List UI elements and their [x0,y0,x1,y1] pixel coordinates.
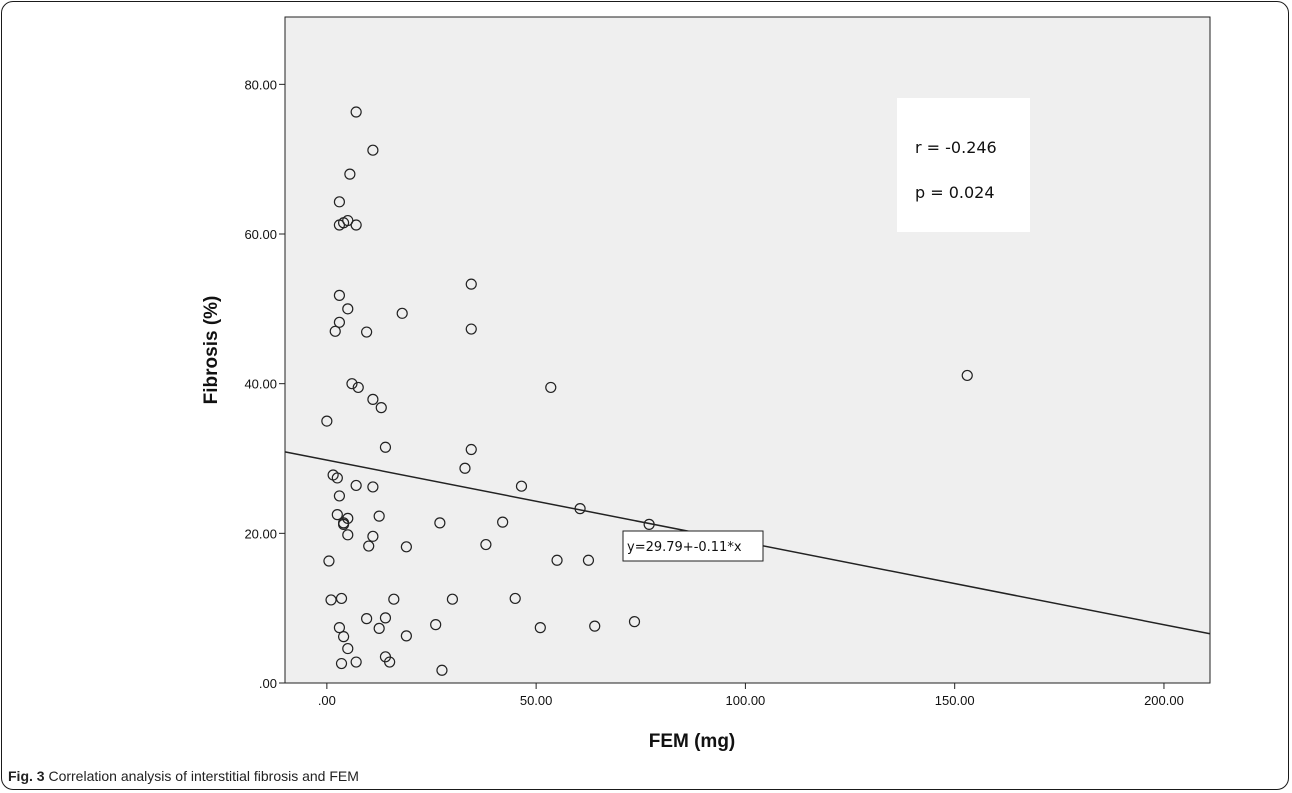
data-point [346,378,358,390]
data-point [333,622,346,634]
data-point [325,594,337,606]
data-point [361,613,373,625]
r-value: r = -0.246 [915,138,997,157]
data-point [342,303,354,315]
data-point [323,555,335,567]
data-points [321,106,973,676]
data-point [446,593,459,605]
data-point [321,415,333,427]
y-tick-label: 20.00 [244,526,277,541]
data-point [515,480,528,492]
data-point [335,657,348,670]
data-point [388,593,400,605]
x-axis-ticks: .00 50.00 100.00 150.00 200.00 [318,683,1184,708]
y-tick-label: .00 [259,676,277,691]
data-point [342,529,354,541]
data-point [465,278,477,290]
data-point [335,592,348,605]
data-point [344,168,356,180]
data-point [400,541,412,553]
regression-equation: y=29.79+-0.11*x [627,540,742,555]
data-point [331,509,343,521]
data-point [509,592,521,605]
data-point [331,472,343,484]
data-point [350,656,362,668]
data-point [628,616,641,628]
data-point [480,538,492,551]
data-point [333,316,346,328]
y-tick-label: 40.00 [244,377,277,392]
data-point [436,664,448,676]
y-axis-title: Fibrosis (%) [201,296,222,405]
data-point [333,196,346,208]
data-point [430,619,442,631]
data-point [497,516,509,528]
data-point [342,214,354,227]
data-point [350,479,362,492]
data-point [379,612,392,624]
data-point [551,554,563,566]
plot-area [284,16,1211,684]
x-tick-label: 100.00 [726,693,766,708]
data-point [534,622,546,634]
stats-box [897,98,1030,232]
data-point [459,462,471,474]
data-point [367,481,379,493]
data-point [379,441,392,453]
scatter-chart: .00 20.00 40.00 60.00 80.00 .00 50.00 100.00 15… [201,16,1211,752]
data-point [352,381,364,394]
data-point [373,622,385,634]
caption-text: Correlation analysis of interstitial fib… [48,768,359,784]
data-point [582,554,595,566]
data-point [384,656,396,668]
p-value: p = 0.024 [915,183,995,202]
y-tick-label: 80.00 [244,77,277,92]
data-point [337,518,350,530]
data-point [434,517,446,529]
x-tick-label: 50.00 [520,693,553,708]
data-point [545,381,557,394]
data-point [465,323,477,335]
data-point [367,530,379,542]
y-axis-ticks: .00 20.00 40.00 60.00 80.00 [244,77,285,691]
data-point [375,402,387,414]
data-point [363,540,375,552]
data-point [396,307,408,319]
data-point [465,443,477,456]
data-point [342,642,354,655]
data-point [367,393,379,405]
data-point [373,510,385,522]
data-point [333,289,346,301]
caption-label: Fig. 3 [8,768,45,784]
data-point [961,369,973,382]
data-point [589,620,601,632]
data-point [361,326,373,338]
data-point [333,490,346,502]
data-point [367,144,379,156]
x-tick-label: 200.00 [1144,693,1184,708]
x-axis-title: FEM (mg) [649,731,736,752]
data-point [400,630,412,642]
figure-caption: Fig. 3 Correlation analysis of interstit… [8,768,359,784]
x-tick-label: 150.00 [935,693,975,708]
equation-box [622,530,764,562]
data-point [337,631,350,643]
data-point [350,106,362,118]
data-point [350,219,362,231]
y-tick-label: 60.00 [244,227,277,242]
x-tick-label: .00 [318,693,336,708]
data-point [329,325,341,337]
